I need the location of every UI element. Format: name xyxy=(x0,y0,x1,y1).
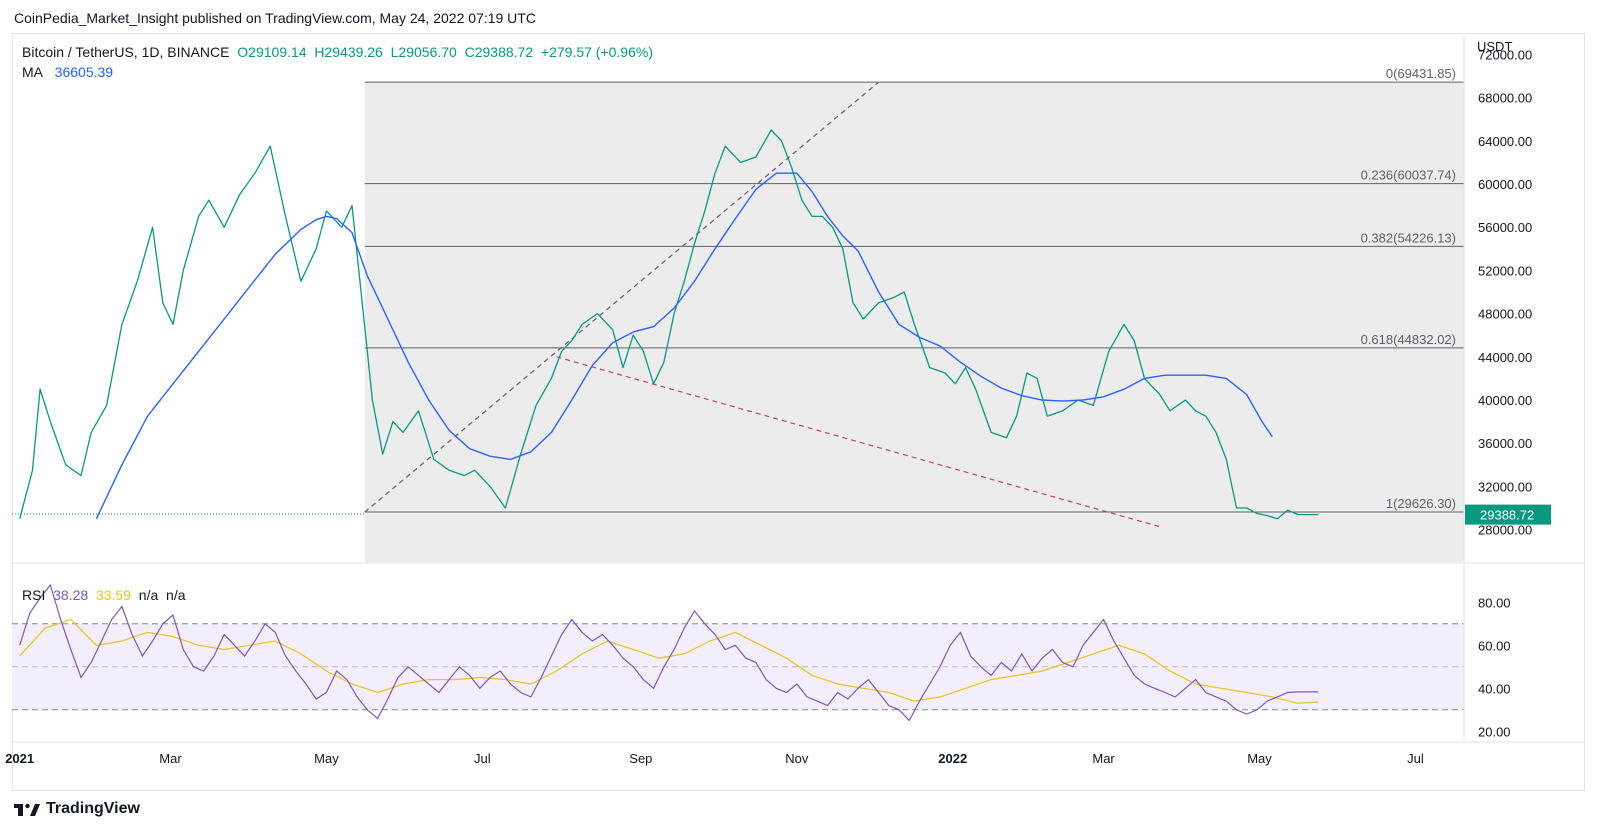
fib-level-label: 0(69431.85) xyxy=(1386,66,1456,81)
price-tick-label: 28000.00 xyxy=(1478,523,1532,538)
price-tick-label: 36000.00 xyxy=(1478,436,1532,451)
downtrend-dashed[interactable] xyxy=(556,356,1163,529)
ma-label[interactable]: MA xyxy=(22,64,43,80)
last-price-label: 29388.72 xyxy=(1480,508,1534,523)
price-tick-label: 72000.00 xyxy=(1478,47,1532,62)
price-tick-label: 64000.00 xyxy=(1478,134,1532,149)
rsi-ma-value: 33.59 xyxy=(95,587,131,603)
legend-close: C29388.72 xyxy=(464,44,534,60)
rsi-legend: RSI 38.28 33.59 n/a n/a xyxy=(22,587,186,603)
last-price-badge[interactable] xyxy=(1465,504,1551,525)
fib-level-label: 0.618(44832.02) xyxy=(1361,332,1456,347)
legend-change: +279.57 (+0.96%) xyxy=(540,44,653,60)
price-tick-label: 40000.00 xyxy=(1478,393,1532,408)
time-tick-label: Mar xyxy=(159,751,182,766)
brand-name: TradingView xyxy=(46,800,140,817)
time-tick-label: 2021 xyxy=(5,751,34,766)
fib-shaded-area xyxy=(364,82,1464,563)
time-tick-label: Nov xyxy=(785,751,809,766)
symbol-title[interactable]: Bitcoin / TetherUS, 1D, BINANCE xyxy=(22,44,230,60)
ma-line xyxy=(95,172,1273,520)
time-tick-label: Jul xyxy=(1407,751,1424,766)
rsi-tick-label: 20.00 xyxy=(1478,724,1511,739)
ma-series xyxy=(95,172,1273,520)
rsi-tick-label: 80.00 xyxy=(1478,595,1511,610)
price-tick-label: 56000.00 xyxy=(1478,220,1532,235)
legend-high: H29439.26 xyxy=(314,44,383,60)
rsi-label[interactable]: RSI xyxy=(22,587,46,603)
time-tick-label: 2022 xyxy=(938,751,967,766)
price-axis-currency: USDT xyxy=(1477,39,1512,54)
published-line: CoinPedia_Market_Insight published on Tr… xyxy=(14,10,536,26)
time-tick-label: Mar xyxy=(1092,751,1115,766)
price-series xyxy=(19,129,1319,520)
price-legend: Bitcoin / TetherUS, 1D, BINANCE O29109.1… xyxy=(22,42,653,82)
price-tick-label: 44000.00 xyxy=(1478,350,1532,365)
ma-value: 36605.39 xyxy=(54,64,114,80)
price-tick-label: 48000.00 xyxy=(1478,307,1532,322)
time-tick-label: Sep xyxy=(629,751,652,766)
price-tick-label: 60000.00 xyxy=(1478,177,1532,192)
legend-low: L29056.70 xyxy=(390,44,457,60)
rsi-value: 38.28 xyxy=(53,587,89,603)
trendlines[interactable] xyxy=(364,81,1163,529)
rsi-na-1: n/a xyxy=(138,587,159,603)
time-tick-label: Jul xyxy=(474,751,491,766)
fib-level-label: 1(29626.30) xyxy=(1386,496,1456,511)
time-tick-label: May xyxy=(314,751,339,766)
axes[interactable]: USDT 28000.00 32000.00 36000.00 40000.00 4400… xyxy=(5,35,1585,766)
fibonacci-retracement[interactable]: 0(69431.85) 0.236(60037.74) 0.382(54226.13… xyxy=(12,66,1464,563)
time-tick-label: May xyxy=(1247,751,1272,766)
uptrend-dashed[interactable] xyxy=(364,81,879,513)
rsi-tick-label: 40.00 xyxy=(1478,681,1511,696)
fib-level-label: 0.382(54226.13) xyxy=(1361,230,1456,245)
rsi-band-fill xyxy=(12,623,1464,710)
rsi-line xyxy=(19,583,1319,722)
price-line xyxy=(19,129,1319,520)
legend-open: O29109.14 xyxy=(237,44,307,60)
rsi-na-2: n/a xyxy=(166,587,186,603)
price-tick-label: 68000.00 xyxy=(1478,91,1532,106)
rsi-pane[interactable] xyxy=(12,562,1585,722)
price-tick-label: 52000.00 xyxy=(1478,263,1532,278)
tradingview-logo-icon xyxy=(14,803,40,816)
footer-brand[interactable]: TradingView xyxy=(14,800,140,818)
fib-level-label: 0.236(60037.74) xyxy=(1361,168,1456,183)
chart-frame xyxy=(12,33,1585,791)
rsi-tick-label: 60.00 xyxy=(1478,638,1511,653)
price-tick-label: 32000.00 xyxy=(1478,479,1532,494)
